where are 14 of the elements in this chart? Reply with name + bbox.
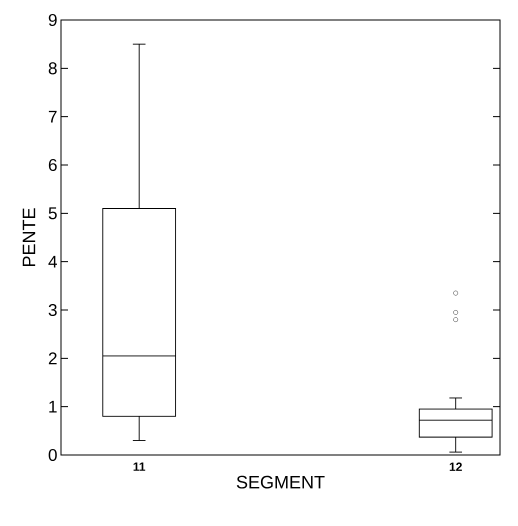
y-tick-label: 4 bbox=[48, 256, 57, 268]
x-axis-title: SEGMENT bbox=[236, 476, 325, 489]
y-tick-label: 3 bbox=[48, 304, 57, 316]
y-tick-label: 6 bbox=[48, 158, 57, 172]
y-tick-label: 2 bbox=[48, 352, 57, 364]
y-tick-label: 5 bbox=[48, 207, 57, 220]
x-tick-label: 11 bbox=[134, 462, 146, 471]
y-tick-label: 9 bbox=[48, 14, 57, 26]
y-tick-label: 1 bbox=[49, 400, 57, 413]
y-tick-label: 0 bbox=[48, 448, 57, 462]
y-tick-label: 7 bbox=[48, 110, 57, 123]
y-axis-title: PENTE bbox=[22, 208, 36, 266]
y-tick-label: 8 bbox=[48, 62, 57, 74]
x-tick-label: 12 bbox=[450, 462, 462, 471]
